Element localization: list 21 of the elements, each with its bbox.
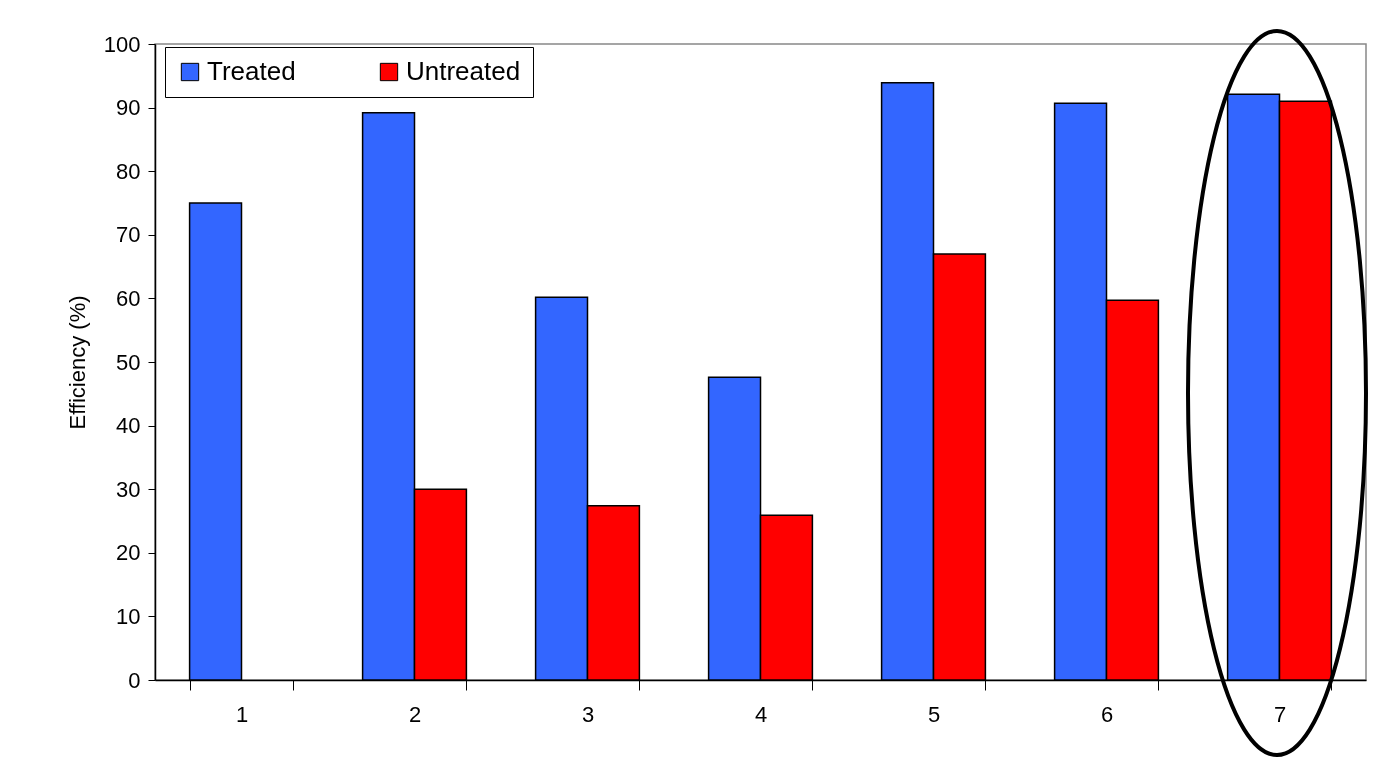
y-tick-label: 80: [116, 158, 141, 184]
y-tick-label: 0: [128, 667, 141, 693]
y-tick-label: 10: [116, 603, 141, 629]
x-tick-label: 6: [1100, 701, 1114, 727]
x-tick-label: 4: [754, 701, 768, 727]
y-tick-label: 100: [103, 31, 141, 57]
y-tick-label: 70: [116, 222, 141, 248]
x-tick-label: 3: [581, 701, 595, 727]
y-tick-label: 30: [116, 476, 141, 502]
x-tick-label: 7: [1273, 701, 1287, 727]
x-tick-label: 1: [235, 701, 249, 727]
x-tick-label: 5: [927, 701, 941, 727]
legend-label: Untreated: [406, 56, 521, 86]
y-tick-label: 90: [116, 95, 141, 121]
y-axis-title: Efficiency (%): [64, 295, 90, 430]
y-tick-label: 40: [116, 413, 141, 439]
y-tick-label: 50: [116, 349, 141, 375]
x-tick-label: 2: [408, 701, 422, 727]
y-tick-label: 60: [116, 285, 141, 311]
legend-label: Treated: [207, 56, 296, 86]
y-tick-label: 20: [116, 540, 141, 566]
